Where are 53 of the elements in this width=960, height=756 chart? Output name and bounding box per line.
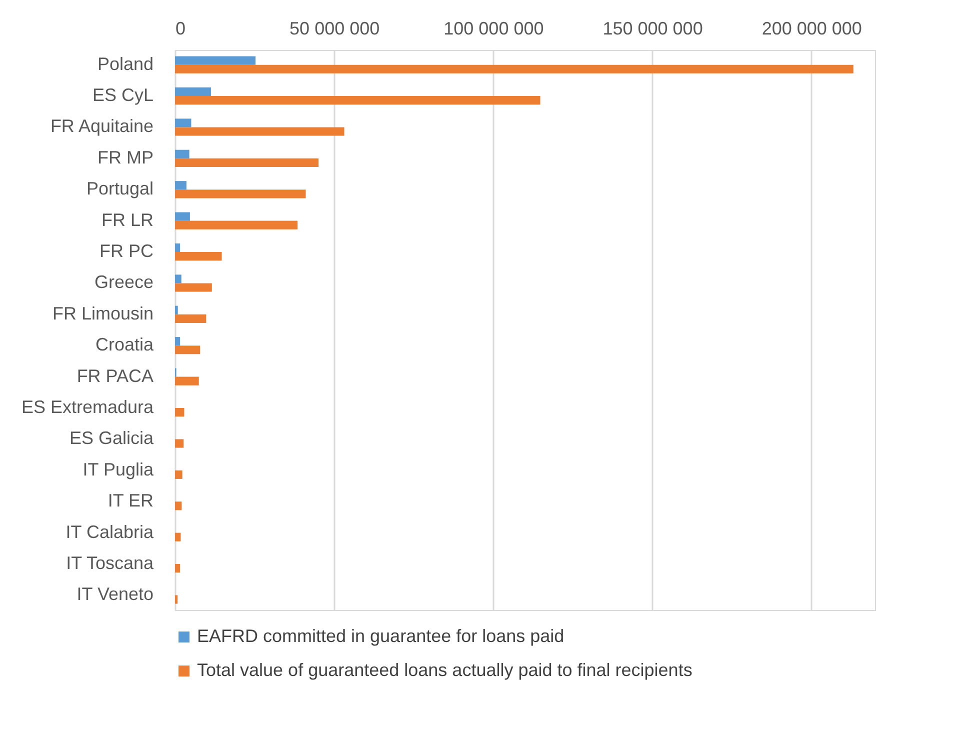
y-tick-label: FR Aquitaine <box>50 116 154 136</box>
bar <box>175 212 190 221</box>
bar <box>175 439 184 448</box>
bar <box>175 118 192 128</box>
bar <box>175 532 181 542</box>
bar <box>175 181 186 190</box>
y-tick-label: FR PACA <box>76 366 154 386</box>
y-tick-label: IT Toscana <box>66 552 154 573</box>
y-tick-label: IT Veneto <box>76 584 154 604</box>
bar <box>175 87 211 96</box>
bar <box>175 306 178 314</box>
bar <box>175 158 318 167</box>
bar <box>175 470 182 479</box>
y-tick-label: Croatia <box>95 334 154 355</box>
legend-label: Total value of guaranteed loans actually paid to final recipients <box>197 660 692 680</box>
y-tick-label: ES Galicia <box>69 428 154 448</box>
y-tick-label: Poland <box>97 54 154 74</box>
y-tick-label: IT ER <box>108 490 154 511</box>
y-tick-label: Greece <box>94 272 154 292</box>
bar <box>175 150 190 158</box>
x-tick-label: 100 000 000 <box>444 18 544 38</box>
x-tick-label: 0 <box>176 18 186 38</box>
bar <box>175 564 180 573</box>
bar <box>175 283 212 292</box>
bar <box>175 243 180 252</box>
x-tick-label: 150 000 000 <box>602 18 703 38</box>
bar <box>175 314 206 323</box>
y-tick-label: FR PC <box>100 241 154 262</box>
bar <box>175 56 256 65</box>
legend-label: EAFRD committed in guarantee for loans paid <box>197 626 564 646</box>
y-tick-label: FR MP <box>98 147 154 168</box>
bar <box>175 408 184 417</box>
bar <box>175 64 854 74</box>
y-tick-label: Portugal <box>86 178 154 199</box>
bar <box>175 274 182 284</box>
bar <box>175 337 180 346</box>
bar <box>175 595 178 604</box>
y-tick-label: IT Calabria <box>66 522 154 542</box>
bar <box>175 346 200 354</box>
bar <box>175 252 222 261</box>
x-tick-label: 200 000 000 <box>762 18 862 38</box>
bar <box>175 502 182 510</box>
x-tick-label: 50 000 000 <box>290 18 380 38</box>
bar <box>175 127 344 136</box>
bar <box>175 376 199 386</box>
bar <box>175 220 298 230</box>
bar <box>175 96 540 105</box>
y-tick-label: ES Extremadura <box>21 396 154 417</box>
y-tick-label: ES CyL <box>92 85 154 106</box>
y-tick-label: FR Limousin <box>52 303 154 324</box>
y-tick-label: FR LR <box>101 210 154 230</box>
y-tick-label: IT Puglia <box>82 459 154 480</box>
bar <box>175 190 306 198</box>
